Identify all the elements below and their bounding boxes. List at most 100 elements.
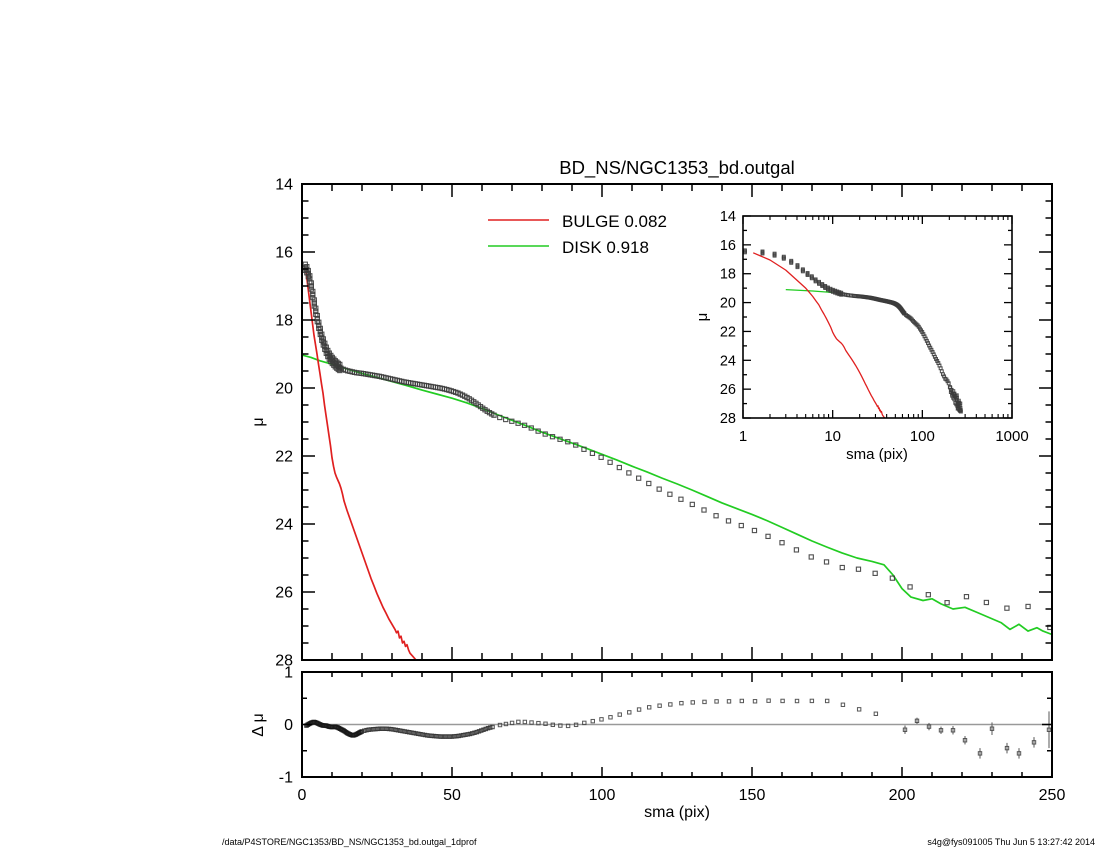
data-point-marker — [608, 715, 613, 720]
data-point-marker — [824, 698, 830, 704]
data-point-marker — [646, 705, 652, 710]
data-point-marker — [726, 699, 732, 704]
residual-series — [302, 698, 1052, 759]
data-point-marker — [627, 710, 632, 715]
legend-disk-label: DISK 0.918 — [562, 238, 649, 257]
data-point-marker — [467, 731, 473, 737]
tick-label: 16 — [720, 238, 736, 254]
inset-y-axis-title: μ — [694, 313, 711, 322]
data-point-marker — [873, 711, 879, 716]
data-point-marker — [667, 491, 673, 497]
data-point-marker — [573, 442, 579, 448]
data-point-marker — [434, 734, 439, 739]
data-point-marker — [515, 420, 521, 426]
data-point-marker — [914, 718, 920, 724]
data-point-marker — [589, 450, 596, 457]
data-point-marker — [781, 254, 786, 259]
data-point-marker — [413, 731, 419, 736]
inset-frame — [742, 215, 1013, 419]
data-point-marker — [813, 279, 818, 284]
data-point-marker — [497, 722, 503, 728]
tick-label: 14 — [275, 177, 293, 194]
data-point-marker — [418, 731, 423, 737]
data-point-marker — [483, 726, 488, 732]
tick-label: -1 — [279, 770, 293, 787]
data-point-marker — [395, 728, 401, 733]
data-point-marker — [781, 256, 786, 261]
residual-frame — [301, 671, 1053, 778]
data-point-marker — [458, 733, 464, 738]
data-point-marker — [789, 258, 794, 263]
inset-background — [743, 216, 1012, 418]
data-point-marker — [497, 414, 503, 421]
data-point-marker — [542, 431, 548, 437]
data-point-marker — [809, 698, 815, 704]
data-point-marker — [793, 547, 800, 553]
data-point-marker — [377, 726, 383, 731]
data-point-marker — [476, 729, 482, 734]
data-point-marker — [823, 559, 830, 565]
main-series — [302, 261, 1052, 660]
data-point-marker — [907, 584, 913, 590]
inset-axes: 1 10 100 1000 14 16 18 20 22 24 26 28 — [720, 209, 1029, 445]
data-point-marker — [311, 300, 317, 306]
data-point-marker — [440, 734, 446, 739]
tick-label: 26 — [720, 382, 736, 398]
data-point-marker — [536, 720, 541, 726]
tick-label: 1 — [284, 665, 293, 682]
data-point-marker — [310, 291, 316, 298]
tick-label: 18 — [275, 313, 293, 330]
data-point-marker — [1046, 727, 1052, 732]
data-point-marker — [425, 733, 430, 738]
data-point-marker — [485, 725, 491, 731]
data-point-marker — [739, 698, 745, 704]
data-point-marker — [958, 409, 963, 414]
data-point-marker — [657, 703, 662, 708]
data-point-marker — [364, 727, 369, 733]
data-point-marker — [407, 730, 412, 735]
data-point-marker — [800, 269, 805, 274]
data-point-marker — [325, 347, 331, 354]
data-point-marker — [521, 422, 528, 428]
data-point-marker — [422, 732, 428, 738]
data-point-marker — [800, 267, 805, 272]
data-point-marker — [646, 480, 652, 487]
data-point-marker — [549, 434, 556, 440]
data-point-marker — [366, 727, 371, 732]
data-point-marker — [308, 280, 314, 286]
data-point-marker — [465, 732, 470, 737]
data-point-marker — [766, 698, 771, 703]
data-point-marker — [558, 723, 563, 728]
tick-label: 24 — [720, 353, 736, 369]
tick-label: 50 — [443, 787, 461, 804]
tick-label: 16 — [275, 245, 293, 262]
data-point-marker — [962, 738, 968, 743]
data-point-marker — [713, 513, 719, 519]
tick-label: 26 — [275, 585, 293, 602]
tick-label: 20 — [720, 296, 736, 312]
data-point-marker — [452, 734, 457, 739]
data-point-marker — [590, 718, 595, 724]
data-point-marker — [463, 732, 468, 737]
tick-label: 200 — [889, 787, 916, 804]
data-point-marker — [626, 470, 632, 476]
disk-model-line — [302, 354, 1052, 636]
data-point-marker — [447, 734, 452, 739]
data-point-marker — [789, 260, 794, 265]
data-point-marker — [813, 277, 818, 282]
data-point-marker — [701, 507, 707, 513]
data-point-marker — [598, 454, 604, 460]
data-point-marker — [765, 533, 771, 540]
main-plot-frame — [301, 183, 1053, 661]
data-point-marker — [805, 271, 810, 275]
tick-label: 22 — [720, 324, 736, 340]
data-point-marker — [543, 721, 548, 726]
data-point-marker — [714, 699, 719, 704]
data-point-marker — [689, 501, 695, 508]
data-point-marker — [957, 403, 962, 408]
data-point-marker — [529, 720, 534, 725]
data-point-marker — [989, 726, 995, 731]
data-point-marker — [963, 594, 970, 600]
